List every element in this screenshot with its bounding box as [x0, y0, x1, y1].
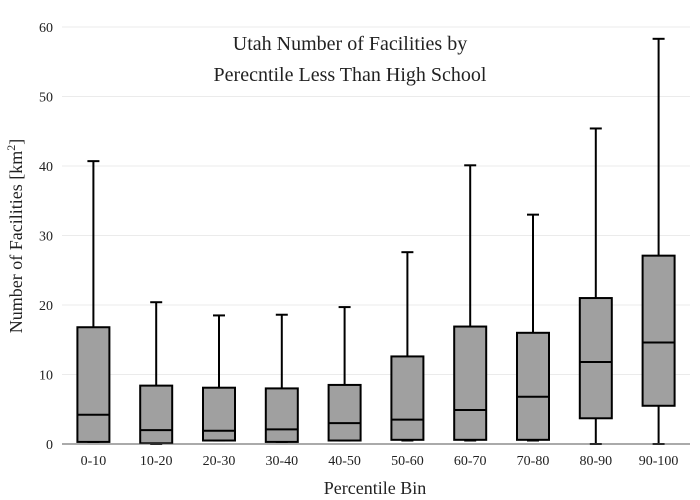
- box-group: [516, 213, 550, 442]
- box-group: [327, 306, 362, 442]
- chart-title-line-2: Perecntile Less Than High School: [214, 64, 487, 86]
- box-group: [578, 127, 613, 445]
- box-group: [76, 160, 111, 443]
- y-axis-title: Number of Facilities [km2]: [4, 139, 26, 333]
- x-tick-label: 20-30: [203, 454, 236, 469]
- x-tick-label: 0-10: [81, 454, 107, 469]
- x-tick-label: 50-60: [391, 454, 424, 469]
- x-tick-label: 60-70: [454, 454, 487, 469]
- box-iqr: [264, 387, 299, 443]
- y-tick-labels: 0 10 20 30 40 50 60: [39, 21, 53, 453]
- box-group: [453, 164, 488, 442]
- y-tick-label: 0: [46, 438, 53, 453]
- y-tick-label: 60: [39, 21, 53, 36]
- x-tick-label: 70-80: [517, 454, 550, 469]
- x-tick-label: 40-50: [328, 454, 361, 469]
- y-axis-title-main: Number of Facilities [km: [6, 151, 26, 333]
- x-tick-label: 30-40: [265, 454, 298, 469]
- x-tick-label: 80-90: [579, 454, 612, 469]
- box-iqr: [76, 326, 111, 443]
- box-iqr: [390, 355, 425, 441]
- y-tick-label: 40: [39, 160, 53, 175]
- box-iqr: [202, 386, 236, 442]
- y-axis-title-superscript: 2: [4, 145, 18, 151]
- x-tick-label: 90-100: [639, 454, 679, 469]
- box-iqr: [641, 254, 676, 407]
- box-group: [202, 314, 236, 442]
- box-group: [641, 37, 676, 445]
- box-group: [390, 251, 425, 442]
- x-axis-title: Percentile Bin: [324, 478, 426, 498]
- box-group: [264, 313, 299, 443]
- box-group: [139, 301, 174, 445]
- box-iqr: [453, 325, 488, 441]
- y-tick-label: 30: [39, 230, 53, 245]
- box-iqr: [516, 331, 550, 441]
- x-tick-label: 10-20: [140, 454, 173, 469]
- box-series: [76, 37, 676, 445]
- y-tick-label: 10: [39, 369, 53, 384]
- box-iqr: [578, 297, 613, 420]
- box-iqr: [327, 383, 362, 442]
- box-iqr: [139, 384, 174, 445]
- x-tick-labels: 0-10 10-20 20-30 30-40 40-50 50-60 60-70 70-80 8…: [81, 454, 679, 469]
- y-tick-label: 20: [39, 299, 53, 314]
- chart-title-line-1: Utah Number of Facilities by: [233, 33, 467, 55]
- y-tick-label: 50: [39, 91, 53, 106]
- y-axis-title-end: ]: [6, 139, 26, 145]
